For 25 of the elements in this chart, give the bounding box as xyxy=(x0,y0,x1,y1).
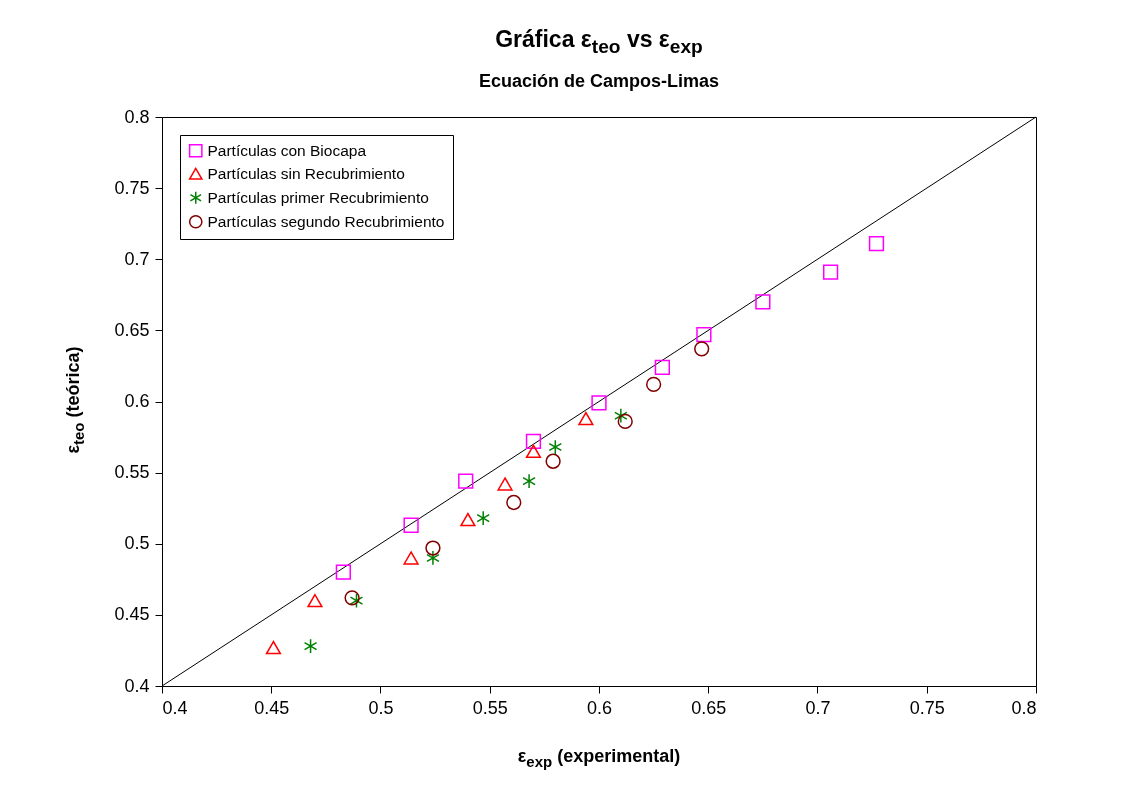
x-tick-label: 0.8 xyxy=(1011,697,1037,718)
y-tick-label: 0.7 xyxy=(124,248,150,269)
y-tick-label: 0.6 xyxy=(124,391,150,411)
x-axis-title: ε$_{exp}$ (experimental) xyxy=(516,746,682,770)
y-tick-label: 0.5 xyxy=(124,533,150,554)
x-tick-label: 0.6 xyxy=(586,697,613,718)
y-tick-label: 0.65 xyxy=(114,319,150,340)
x-tick-label: 0.75 xyxy=(909,697,945,718)
chart-title: Gráfica ε$_{teo}$ vs ε$_{exp}$ xyxy=(494,26,704,58)
legend-label: Partículas con Biocapa xyxy=(207,141,367,159)
x-tick-label: 0.55 xyxy=(472,697,508,718)
legend-label: Partículas sin Recubrimiento xyxy=(207,164,405,182)
x-tick-label: 0.65 xyxy=(691,697,727,718)
y-tick-label: 0.8 xyxy=(124,106,150,127)
y-tick-label: 0.75 xyxy=(114,177,150,198)
legend-label: Partículas primer Recubrimiento xyxy=(207,188,429,206)
y-tick-label: 0.55 xyxy=(114,462,150,483)
y-tick-label: 0.45 xyxy=(114,604,150,625)
chart-subtitle: Ecuación de Campos-Limas xyxy=(477,71,721,92)
x-tick-label: 0.45 xyxy=(254,697,290,718)
y-tick-label: 0.4 xyxy=(124,675,150,696)
x-tick-label: 0.5 xyxy=(368,697,394,718)
x-tick-label: 0.7 xyxy=(805,697,831,718)
x-tick-label: 0.4 xyxy=(162,697,188,718)
legend-label: Partículas segundo Recubrimiento xyxy=(207,212,445,230)
